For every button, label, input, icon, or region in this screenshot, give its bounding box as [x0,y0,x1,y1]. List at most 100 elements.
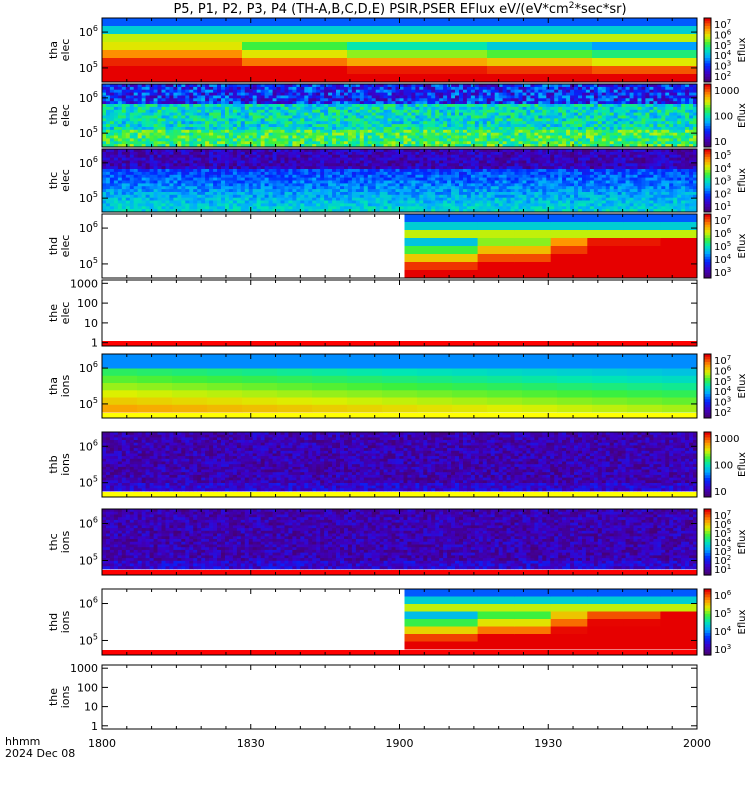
heatmap-cell [344,172,348,175]
heatmap-cell [566,90,570,93]
heatmap-cell [273,195,277,198]
heatmap-cell [396,104,400,107]
heatmap-cell [360,90,364,93]
heatmap-cell [352,138,356,141]
heatmap-cell [459,113,463,116]
heatmap-cell [292,172,296,175]
heatmap-cell [213,203,217,206]
heatmap-cell [328,130,332,133]
heatmap-cell [106,155,110,158]
heatmap-cell [181,178,185,181]
heatmap-cell [158,181,162,184]
heatmap-cell [110,90,114,93]
heatmap-cell [665,116,669,119]
heatmap-cell [225,172,229,175]
heatmap-cell [277,124,281,127]
heatmap-cell [201,189,205,192]
heatmap-cell [340,172,344,175]
heatmap-cell [288,172,292,175]
heatmap-cell [134,203,138,206]
heatmap-cell [407,124,411,127]
heatmap-cell [582,107,586,110]
heatmap-cell [114,178,118,181]
heatmap-cell [669,98,673,101]
heatmap-cell [217,116,221,119]
heatmap-cell [312,107,316,110]
heatmap-cell [233,172,237,175]
heatmap-cell [557,74,593,83]
heatmap-cell [193,130,197,133]
heatmap-cell [269,195,273,198]
heatmap-cell [288,201,292,204]
heatmap-cell [261,201,265,204]
heatmap-cell [110,107,114,110]
heatmap-cell [324,130,328,133]
heatmap-cell [146,136,150,139]
heatmap-cells [102,149,697,212]
heatmap-cell [166,189,170,192]
heatmap-cell [455,138,459,141]
heatmap-cell [150,189,154,192]
heatmap-cell [114,90,118,93]
heatmap-cell [312,195,316,198]
heatmap-cell [245,186,249,189]
heatmap-cell [685,136,689,139]
heatmap-cell [173,169,177,172]
heatmap-cell [245,93,249,96]
heatmap-cell [554,90,558,93]
heatmap-cell [106,113,110,116]
heatmap-cell [229,98,233,101]
heatmap-cell [665,138,669,141]
heatmap-cell [122,116,126,119]
heatmap-cell [158,93,162,96]
heatmap-cell [435,130,439,133]
heatmap-cell [122,124,126,127]
heatmap-cell [392,98,396,101]
heatmap-cell [312,50,348,59]
heatmap-cell [534,124,538,127]
heatmap-cell [439,107,443,110]
heatmap-cell [614,104,618,107]
heatmap-cell [142,104,146,107]
heatmap-cell [261,178,265,181]
heatmap-cell [515,113,519,116]
heatmap-cell [138,155,142,158]
heatmap-cell [586,116,590,119]
heatmap-cell [630,93,634,96]
heatmap-cell [614,107,618,110]
heatmap-cell [138,163,142,166]
heatmap-cell [463,93,467,96]
heatmap-cell [277,98,281,101]
heatmap-cell [610,116,614,119]
heatmap-cell [217,90,221,93]
heatmap-cell [392,136,396,139]
heatmap-cell [407,90,411,93]
heatmap-cell [503,136,507,139]
heatmap-cell [138,116,142,119]
y-tick-label: 106 [79,24,98,39]
heatmap-cell [173,178,177,181]
heatmap-cell [642,130,646,133]
heatmap-cell [269,104,273,107]
heatmap-cell [265,124,269,127]
heatmap-cell [300,93,304,96]
heatmap-cell [618,136,622,139]
heatmap-cell [519,93,523,96]
heatmap-cell [550,124,554,127]
heatmap-cell [316,136,320,139]
heatmap-cell [106,169,110,172]
heatmap-cell [411,93,415,96]
heatmap-cell [134,93,138,96]
heatmap-cell [336,93,340,96]
heatmap-cell [661,107,665,110]
heatmap-cell [197,138,201,141]
heatmap-cell [241,107,245,110]
heatmap-cell [316,107,320,110]
heatmap-cell [257,136,261,139]
heatmap-cell [522,50,558,59]
title-end: *sec*sr) [574,2,626,17]
heatmap-cell [328,203,332,206]
heatmap-cell [126,155,130,158]
heatmap-cell [368,136,372,139]
heatmap-cell [586,98,590,101]
